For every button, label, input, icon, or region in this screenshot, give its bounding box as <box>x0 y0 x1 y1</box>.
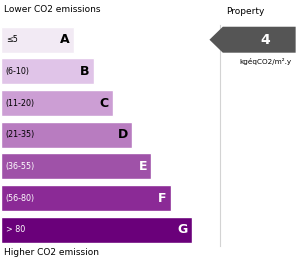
Text: Lower CO2 emissions: Lower CO2 emissions <box>4 5 101 14</box>
Text: (56-80): (56-80) <box>6 193 35 203</box>
Text: D: D <box>118 128 128 141</box>
Text: > 80: > 80 <box>6 225 25 234</box>
Text: (21-35): (21-35) <box>6 130 35 139</box>
Bar <box>2 185 171 211</box>
Bar <box>2 58 94 84</box>
Bar <box>2 217 192 243</box>
Text: (6-10): (6-10) <box>6 67 30 76</box>
Text: 4: 4 <box>260 33 270 47</box>
Bar <box>2 122 132 148</box>
Text: G: G <box>177 223 187 236</box>
Bar <box>2 90 113 116</box>
Text: F: F <box>158 192 166 205</box>
Text: Property: Property <box>226 7 264 16</box>
Text: B: B <box>80 65 89 78</box>
Text: A: A <box>60 33 70 46</box>
Text: Higher CO2 emission: Higher CO2 emission <box>4 248 99 257</box>
Text: (11-20): (11-20) <box>6 99 35 108</box>
Text: ≤5: ≤5 <box>6 35 18 44</box>
Text: kgéqCO2/m².y: kgéqCO2/m².y <box>239 58 291 65</box>
Text: E: E <box>139 160 147 173</box>
Text: C: C <box>99 96 108 109</box>
Text: (36-55): (36-55) <box>6 162 35 171</box>
Polygon shape <box>209 27 296 53</box>
Bar <box>2 27 74 53</box>
Bar <box>2 153 152 179</box>
